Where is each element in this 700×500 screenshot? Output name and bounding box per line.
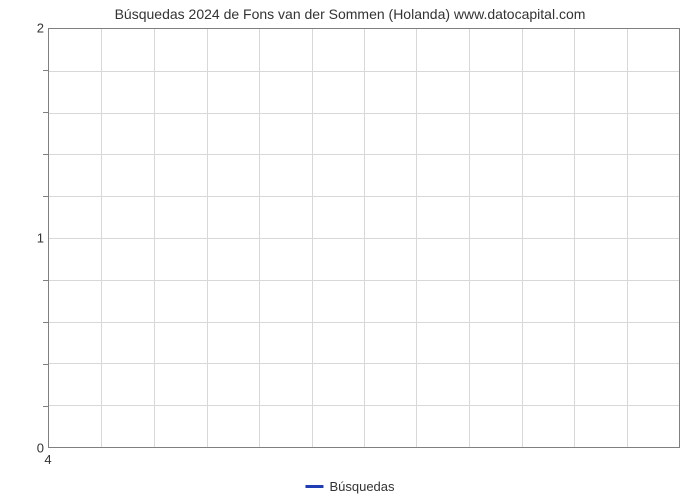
y-tick-label: 2	[37, 21, 44, 36]
y-minor-tick	[43, 280, 48, 281]
grid-line-v	[416, 29, 417, 447]
y-minor-tick	[43, 322, 48, 323]
grid-line-v	[207, 29, 208, 447]
chart-container: Búsquedas 2024 de Fons van der Sommen (H…	[0, 0, 700, 500]
y-minor-tick	[43, 154, 48, 155]
grid-line-v	[364, 29, 365, 447]
y-minor-tick	[43, 406, 48, 407]
grid-line-v	[101, 29, 102, 447]
y-tick-label: 0	[37, 441, 44, 456]
y-minor-tick	[43, 70, 48, 71]
grid-line-v	[469, 29, 470, 447]
y-tick-label: 1	[37, 231, 44, 246]
grid-line-v	[522, 29, 523, 447]
y-minor-tick	[43, 196, 48, 197]
y-minor-tick	[43, 112, 48, 113]
grid-line-v	[154, 29, 155, 447]
legend-label: Búsquedas	[329, 479, 394, 494]
chart-title: Búsquedas 2024 de Fons van der Sommen (H…	[115, 6, 586, 22]
legend-swatch	[305, 485, 323, 488]
x-tick-label: 4	[44, 452, 51, 467]
plot-area	[48, 28, 680, 448]
y-minor-tick	[43, 364, 48, 365]
grid-line-v	[627, 29, 628, 447]
legend: Búsquedas	[305, 479, 394, 494]
grid-line-v	[259, 29, 260, 447]
grid-line-v	[312, 29, 313, 447]
grid-line-v	[574, 29, 575, 447]
